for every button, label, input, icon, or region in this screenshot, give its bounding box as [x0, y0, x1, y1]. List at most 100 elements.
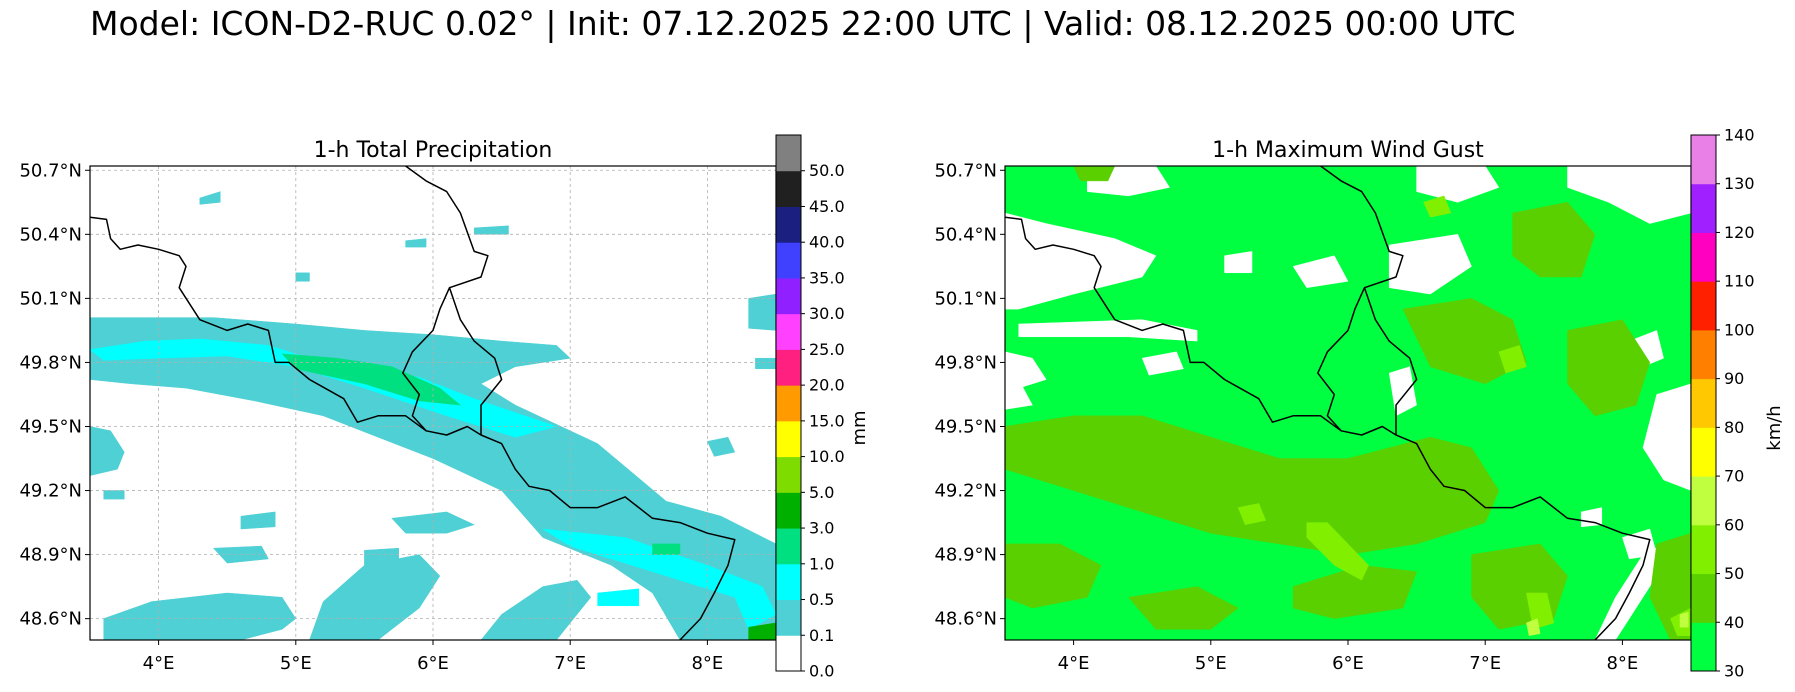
figure-title: Model: ICON-D2-RUC 0.02° | Init: 07.12.2…	[90, 4, 1516, 43]
colorbar-swatch	[776, 349, 801, 386]
y-tick-label: 48.6°N	[934, 609, 997, 630]
precip-field-region	[199, 191, 221, 205]
country-border	[90, 216, 736, 640]
colorbar-swatch	[776, 635, 801, 672]
colorbar-swatch	[776, 492, 801, 529]
y-tick-label: 50.7°N	[19, 160, 82, 181]
colorbar-unit-label: mm	[849, 410, 870, 445]
colorbar-tick-label: 100	[1724, 320, 1755, 339]
precip-panel-title: 1-h Total Precipitation	[314, 138, 553, 163]
y-tick-label: 49.2°N	[934, 481, 997, 502]
colorbar-tick-label: 50	[1724, 564, 1744, 583]
colorbar-tick-label: 0.0	[809, 662, 834, 681]
colorbar-swatch	[1691, 232, 1716, 282]
colorbar-tick-label: 45.0	[809, 197, 845, 216]
colorbar-tick-label: 40.0	[809, 233, 845, 252]
colorbar-swatch	[1691, 378, 1716, 428]
colorbar-tick-label: 0.5	[809, 590, 834, 609]
gust-field-region	[1005, 379, 1033, 410]
x-tick-label: 6°E	[417, 653, 449, 674]
colorbar-tick-label: 30.0	[809, 304, 845, 323]
colorbar-swatch	[1691, 329, 1716, 380]
precip-field-region	[90, 426, 125, 476]
colorbar-swatch	[1691, 573, 1716, 623]
gust-field-region	[1388, 234, 1472, 295]
y-tick-label: 50.4°N	[19, 224, 82, 245]
precip-field-region	[652, 543, 681, 555]
wind-gust-panel: 1-h Maximum Wind Gust 4°E 5°E 6°E 7°E 8°E 50…	[934, 126, 1785, 681]
precip-field-region	[281, 353, 462, 406]
precip-y-ticks: 50.7°N 50.4°N 50.1°N 49.8°N 49.5°N 49.2°N 48.9…	[19, 160, 90, 630]
gust-field-region	[1498, 345, 1527, 374]
gust-x-ticks: 4°E 5°E 6°E 7°E 8°E	[1058, 640, 1638, 674]
country-border	[1005, 216, 1651, 640]
gust-field-region	[1402, 298, 1527, 385]
colorbar-swatch	[776, 563, 801, 601]
precip-colorbar: 0.0 0.1 0.5 1.0 3.0 5.0 10.0 15.0 20.0 25.0 30.0 35…	[775, 134, 870, 681]
precip-field-region	[103, 490, 125, 500]
y-tick-label: 50.7°N	[934, 160, 997, 181]
country-border	[1363, 287, 1418, 435]
gust-field-region	[1526, 618, 1541, 636]
colorbar-tick-label: 30	[1724, 662, 1744, 681]
gust-field-region	[1306, 522, 1369, 581]
gust-field-region	[1388, 366, 1417, 417]
colorbar-swatch	[776, 242, 801, 279]
x-tick-label: 6°E	[1332, 653, 1364, 674]
colorbar-swatch	[1691, 183, 1716, 233]
gust-field-region	[1128, 586, 1239, 630]
y-tick-label: 50.1°N	[934, 288, 997, 309]
colorbar-swatch	[1691, 427, 1716, 477]
gust-field-region	[1512, 202, 1596, 278]
colorbar-swatch	[776, 313, 801, 350]
x-tick-label: 5°E	[1195, 653, 1227, 674]
gust-field	[1005, 166, 1691, 640]
colorbar-tick-label: 70	[1724, 467, 1744, 486]
x-tick-label: 7°E	[1469, 653, 1501, 674]
gust-field-region	[1237, 503, 1267, 525]
precip-field-region	[755, 357, 776, 370]
country-border	[448, 287, 503, 435]
colorbar-tick-label: 60	[1724, 515, 1744, 534]
y-tick-label: 49.2°N	[19, 481, 82, 502]
gust-country-borders	[1005, 166, 1651, 640]
y-tick-label: 48.9°N	[934, 545, 997, 566]
colorbar-tick-label: 35.0	[809, 268, 845, 287]
colorbar-swatch	[776, 385, 801, 422]
colorbar-swatch	[776, 277, 801, 315]
gust-colorbar: 30 40 50 60 70 80 90 100 110 120 130 140 km/h	[1690, 126, 1785, 681]
precip-field-region	[597, 588, 640, 607]
colorbar-tick-label: 90	[1724, 369, 1744, 388]
gust-field-region	[1018, 319, 1198, 342]
precip-x-ticks: 4°E 5°E 6°E 7°E 8°E	[143, 640, 723, 674]
colorbar-tick-label: 10.0	[809, 447, 845, 466]
y-tick-label: 48.6°N	[19, 609, 82, 630]
colorbar-swatch	[1691, 524, 1716, 575]
colorbar-swatch	[1691, 622, 1716, 672]
precip-field-region	[90, 317, 776, 640]
gust-field-region	[1005, 212, 1157, 310]
colorbar-swatch	[776, 528, 801, 565]
gust-field-region	[1567, 319, 1651, 417]
gust-field-region	[1073, 166, 1116, 182]
precip-field-region	[90, 338, 558, 438]
precip-country-borders	[90, 166, 736, 640]
colorbar-swatch	[776, 206, 801, 243]
y-tick-label: 49.8°N	[934, 352, 997, 373]
gust-field-region	[1005, 415, 1500, 555]
colorbar-tick-label: 40	[1724, 613, 1744, 632]
y-tick-label: 48.9°N	[19, 545, 82, 566]
x-tick-label: 4°E	[1058, 653, 1090, 674]
x-tick-label: 8°E	[1606, 653, 1638, 674]
colorbar-tick-label: 120	[1724, 223, 1755, 242]
colorbar-swatch	[776, 456, 801, 493]
colorbar-tick-label: 130	[1724, 174, 1755, 193]
precip-field-region	[748, 622, 776, 640]
colorbar-unit-label: km/h	[1764, 405, 1785, 450]
gust-field-region	[1423, 195, 1452, 218]
colorbar-tick-label: 20.0	[809, 376, 845, 395]
y-tick-label: 50.1°N	[19, 288, 82, 309]
gust-field-region	[1679, 611, 1689, 628]
gust-field-region	[1141, 351, 1184, 376]
x-tick-label: 8°E	[691, 653, 723, 674]
